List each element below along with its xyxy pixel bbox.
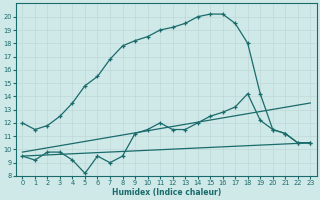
X-axis label: Humidex (Indice chaleur): Humidex (Indice chaleur) — [112, 188, 221, 197]
